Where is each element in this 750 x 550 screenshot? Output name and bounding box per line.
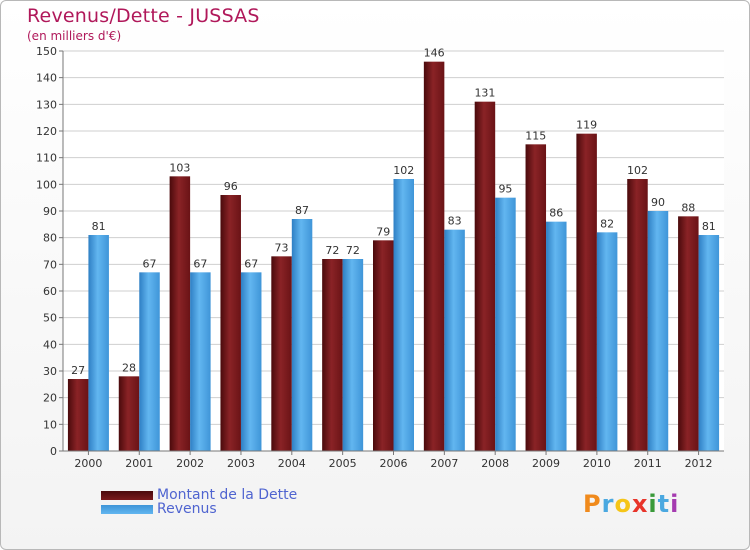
x-tick-label: 2000 [74,457,102,470]
x-tick-label: 2007 [430,457,458,470]
data-label-debt: 103 [169,161,190,174]
x-tick-label: 2002 [176,457,204,470]
x-tick-label: 2004 [278,457,306,470]
y-tick-label: 140 [36,72,57,85]
x-tick-label: 2001 [125,457,153,470]
data-label-debt: 72 [325,244,339,257]
logo-letter: t [658,490,670,518]
bar-debt [68,379,89,451]
chart-frame: Revenus/Dette - JUSSAS (en milliers d'€)… [0,0,750,550]
bar-revenue [597,232,618,451]
bar-debt [526,144,547,451]
x-tick-label: 2003 [227,457,255,470]
legend-swatch-revenue [101,505,153,514]
y-tick-label: 90 [43,205,57,218]
data-label-debt: 102 [627,164,648,177]
data-label-debt: 27 [71,364,85,377]
bar-debt [322,259,343,451]
data-label-revenue: 81 [702,220,716,233]
bar-debt [475,102,496,451]
data-label-debt: 96 [224,180,238,193]
bar-debt [627,179,648,451]
bar-debt [220,195,241,451]
y-tick-label: 40 [43,338,57,351]
data-label-revenue: 102 [393,164,414,177]
logo-letter: o [614,490,632,518]
bar-debt [576,134,597,451]
bar-revenue [292,219,313,451]
data-label-debt: 88 [681,201,695,214]
bar-revenue [648,211,669,451]
data-label-revenue: 67 [143,257,157,270]
data-label-debt: 79 [376,225,390,238]
data-label-revenue: 90 [651,196,665,209]
x-tick-label: 2010 [583,457,611,470]
y-tick-label: 100 [36,178,57,191]
bar-revenue [699,235,720,451]
logo-letter: P [583,490,602,518]
y-tick-label: 30 [43,365,57,378]
bar-revenue [394,179,415,451]
bar-debt [119,376,139,451]
x-tick-label: 2012 [685,457,713,470]
bar-revenue [546,222,567,451]
x-tick-label: 2011 [634,457,662,470]
data-label-revenue: 86 [549,207,563,220]
legend-item-revenue: Revenus [101,501,217,517]
bar-chart: 27 81 28 67 103 67 96 67 73 87 72 72 79 102 146 83 131 95… [1,1,750,550]
y-tick-label: 110 [36,152,57,165]
y-tick-label: 80 [43,232,57,245]
y-tick-label: 120 [36,125,57,138]
data-label-revenue: 95 [498,183,512,196]
y-tick-label: 20 [43,392,57,405]
y-tick-label: 150 [36,45,57,58]
data-label-revenue: 87 [295,204,309,217]
bar-revenue [139,272,160,451]
y-tick-label: 70 [43,258,57,271]
bar-debt [170,176,191,451]
bar-debt [373,240,394,451]
x-tick-label: 2009 [532,457,560,470]
bar-debt [424,62,445,451]
y-tick-label: 130 [36,98,57,111]
y-tick-label: 60 [43,285,57,298]
x-tick-label: 2006 [380,457,408,470]
y-tick-label: 0 [50,445,57,458]
data-label-revenue: 72 [346,244,360,257]
data-label-debt: 119 [576,119,597,132]
legend-label-revenue: Revenus [157,501,217,517]
data-label-revenue: 83 [448,215,462,228]
bar-revenue [444,230,465,451]
x-tick-label: 2008 [481,457,509,470]
bar-revenue [495,198,516,451]
logo-letter: x [632,490,648,518]
logo-letter: i [648,490,657,518]
logo-letter: r [602,490,615,518]
bar-debt [678,216,699,451]
legend-swatch-debt [101,491,153,500]
data-label-revenue: 67 [193,257,207,270]
bar-revenue [343,259,364,451]
data-label-revenue: 81 [92,220,106,233]
data-label-debt: 131 [474,87,495,100]
data-label-debt: 73 [275,241,289,254]
proxiti-logo: Proxiti [583,490,679,518]
y-tick-label: 50 [43,312,57,325]
y-tick-label: 10 [43,418,57,431]
data-label-revenue: 67 [244,257,258,270]
bar-revenue [241,272,262,451]
bar-debt [271,256,292,451]
x-tick-label: 2005 [329,457,357,470]
logo-letter: i [670,490,679,518]
data-label-revenue: 82 [600,217,614,230]
bar-revenue [88,235,109,451]
data-label-debt: 146 [424,47,445,60]
data-label-debt: 115 [525,129,546,142]
data-label-debt: 28 [122,361,136,374]
bar-revenue [190,272,211,451]
